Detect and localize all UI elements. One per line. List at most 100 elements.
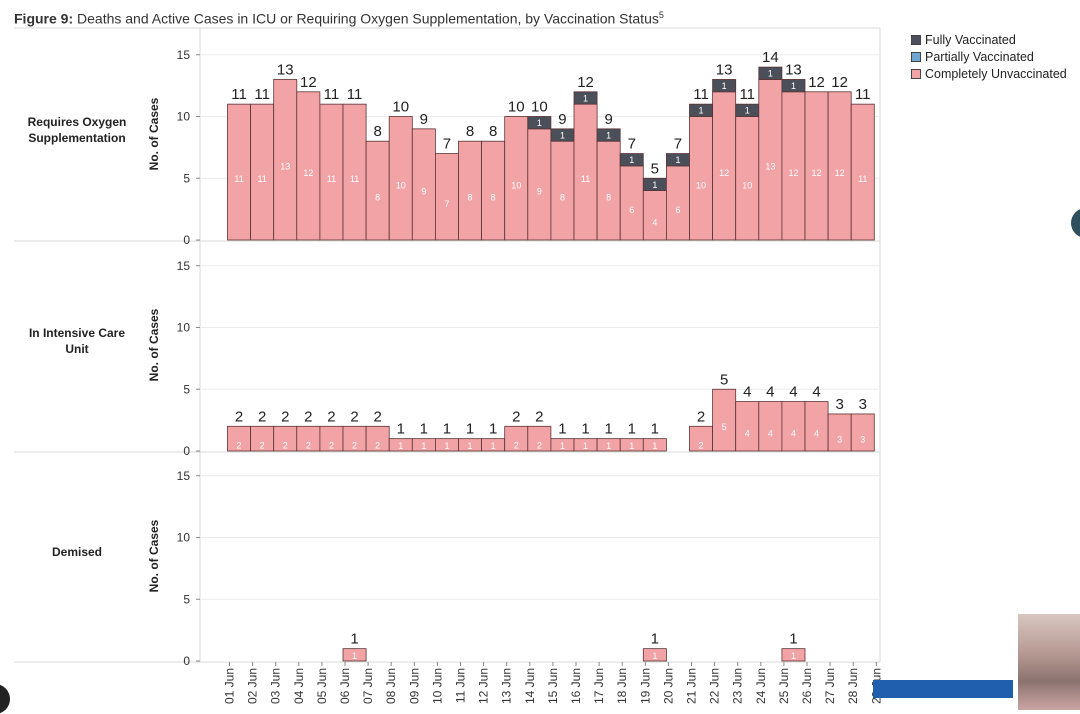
bar-inner-label: 4 [768, 428, 773, 438]
x-tick-label: 12 Jun [477, 668, 491, 704]
bar-total-label: 14 [762, 49, 779, 66]
bar-inner-label: 8 [491, 193, 496, 203]
bar-total-label: 10 [508, 99, 525, 116]
bar-inner-label: 5 [722, 422, 727, 432]
panel-label: Unit [65, 342, 88, 356]
x-tick-label: 15 Jun [546, 668, 560, 704]
bar-total-label: 7 [628, 136, 636, 153]
bar-inner-label: 2 [537, 441, 542, 451]
bar-inner-label-fully: 1 [583, 93, 588, 103]
bar-total-label: 12 [831, 74, 848, 91]
bar-inner-label-fully: 1 [560, 130, 565, 140]
x-tick-label: 22 Jun [708, 668, 722, 704]
bar-inner-label: 9 [537, 186, 542, 196]
bar-unvaccinated [319, 103, 344, 241]
bar-total-label: 1 [420, 421, 428, 438]
bar-inner-label: 2 [514, 441, 519, 451]
panel-label: Demised [52, 545, 102, 559]
bar-unvaccinated [342, 103, 367, 241]
bar-inner-label: 2 [699, 441, 704, 451]
bar-total-label: 9 [558, 111, 566, 128]
bar-total-label: 13 [785, 61, 802, 78]
bar-inner-label: 2 [375, 441, 380, 451]
bar-inner-label: 6 [675, 205, 680, 215]
panel-label: In Intensive Care [29, 326, 125, 340]
bar-unvaccinated [642, 190, 667, 241]
bar-inner-label: 12 [719, 168, 729, 178]
bar-total-label: 2 [235, 408, 243, 425]
y-tick-label: 10 [177, 110, 191, 124]
bar-total-label: 11 [324, 86, 340, 103]
bar-total-label: 4 [743, 384, 751, 401]
x-tick-label: 09 Jun [407, 668, 421, 704]
webcam-overlay [1018, 614, 1080, 710]
bar-inner-label: 13 [280, 162, 290, 172]
bar-unvaccinated [758, 401, 783, 452]
x-tick-label: 14 Jun [523, 668, 537, 704]
y-tick-label: 15 [177, 469, 191, 483]
y-axis-label: No. of Cases [147, 308, 161, 381]
bar-total-label: 1 [466, 421, 474, 438]
bar-total-label: 3 [835, 396, 843, 413]
bar-total-label: 1 [558, 421, 566, 438]
bar-unvaccinated [827, 413, 852, 452]
bar-inner-label: 2 [329, 441, 334, 451]
bar-unvaccinated [550, 140, 575, 241]
bar-inner-label: 10 [396, 180, 406, 190]
bar-inner-label: 12 [835, 168, 845, 178]
bar-inner-label: 10 [742, 180, 752, 190]
bar-total-label: 13 [277, 61, 294, 78]
x-tick-label: 26 Jun [800, 668, 814, 704]
bar-inner-label: 3 [860, 434, 865, 444]
bar-inner-label: 4 [745, 428, 750, 438]
bar-total-label: 1 [651, 631, 659, 648]
y-axis-label: No. of Cases [147, 519, 161, 592]
bar-fully-vaccinated [527, 116, 552, 130]
x-tick-label: 18 Jun [615, 668, 629, 704]
bar-inner-label: 12 [303, 168, 313, 178]
bar-unvaccinated [481, 140, 506, 241]
bar-fully-vaccinated [596, 128, 621, 142]
bar-total-label: 10 [392, 99, 409, 116]
bar-unvaccinated [735, 116, 760, 241]
corner-button[interactable] [0, 684, 10, 714]
bar-inner-label: 1 [560, 441, 565, 451]
bar-total-label: 5 [651, 160, 659, 177]
bar-total-label: 13 [716, 61, 733, 78]
bar-total-label: 12 [808, 74, 825, 91]
figure-title: Figure 9: Deaths and Active Cases in ICU… [14, 10, 664, 27]
bar-inner-label: 1 [421, 441, 426, 451]
bar-inner-label-fully: 1 [675, 155, 680, 165]
figure-title-sup: 5 [658, 10, 664, 20]
y-tick-label: 0 [183, 444, 190, 458]
bar-total-label: 9 [420, 111, 428, 128]
figure-title-text: Deaths and Active Cases in ICU or Requir… [73, 10, 659, 27]
bar-inner-label: 7 [444, 199, 449, 209]
bar-inner-label: 8 [375, 193, 380, 203]
bar-inner-label: 11 [350, 174, 359, 184]
bar-inner-label-fully: 1 [699, 106, 704, 116]
bar-total-label: 1 [350, 631, 358, 648]
bar-inner-label: 2 [260, 441, 265, 451]
y-tick-label: 10 [177, 531, 191, 545]
x-tick-label: 13 Jun [500, 668, 514, 704]
bar-total-label: 11 [855, 86, 871, 103]
bar-total-label: 8 [466, 123, 474, 140]
scroll-button[interactable] [1071, 208, 1080, 238]
legend-item-fully-vaccinated: Fully Vaccinated [911, 31, 1067, 48]
bar-total-label: 2 [373, 408, 381, 425]
bar-total-label: 2 [327, 408, 335, 425]
x-tick-label: 21 Jun [685, 668, 699, 704]
panel-label: Supplementation [28, 131, 125, 145]
x-tick-label: 01 Jun [223, 668, 237, 704]
legend-item-partially-vaccinated: Partially Vaccinated [911, 48, 1067, 65]
bar-total-label: 5 [720, 371, 728, 388]
bar-total-label: 8 [373, 123, 381, 140]
x-tick-label: 03 Jun [269, 668, 283, 704]
bar-unvaccinated [342, 648, 367, 662]
legend-swatch-fully-vaccinated [911, 34, 921, 45]
bar-inner-label-fully: 1 [537, 118, 542, 128]
legend-item-completely-unvaccinated: Completely Unvaccinated [911, 65, 1067, 82]
bar-inner-label-fully: 1 [652, 180, 657, 190]
y-axis-label: No. of Cases [147, 97, 161, 170]
